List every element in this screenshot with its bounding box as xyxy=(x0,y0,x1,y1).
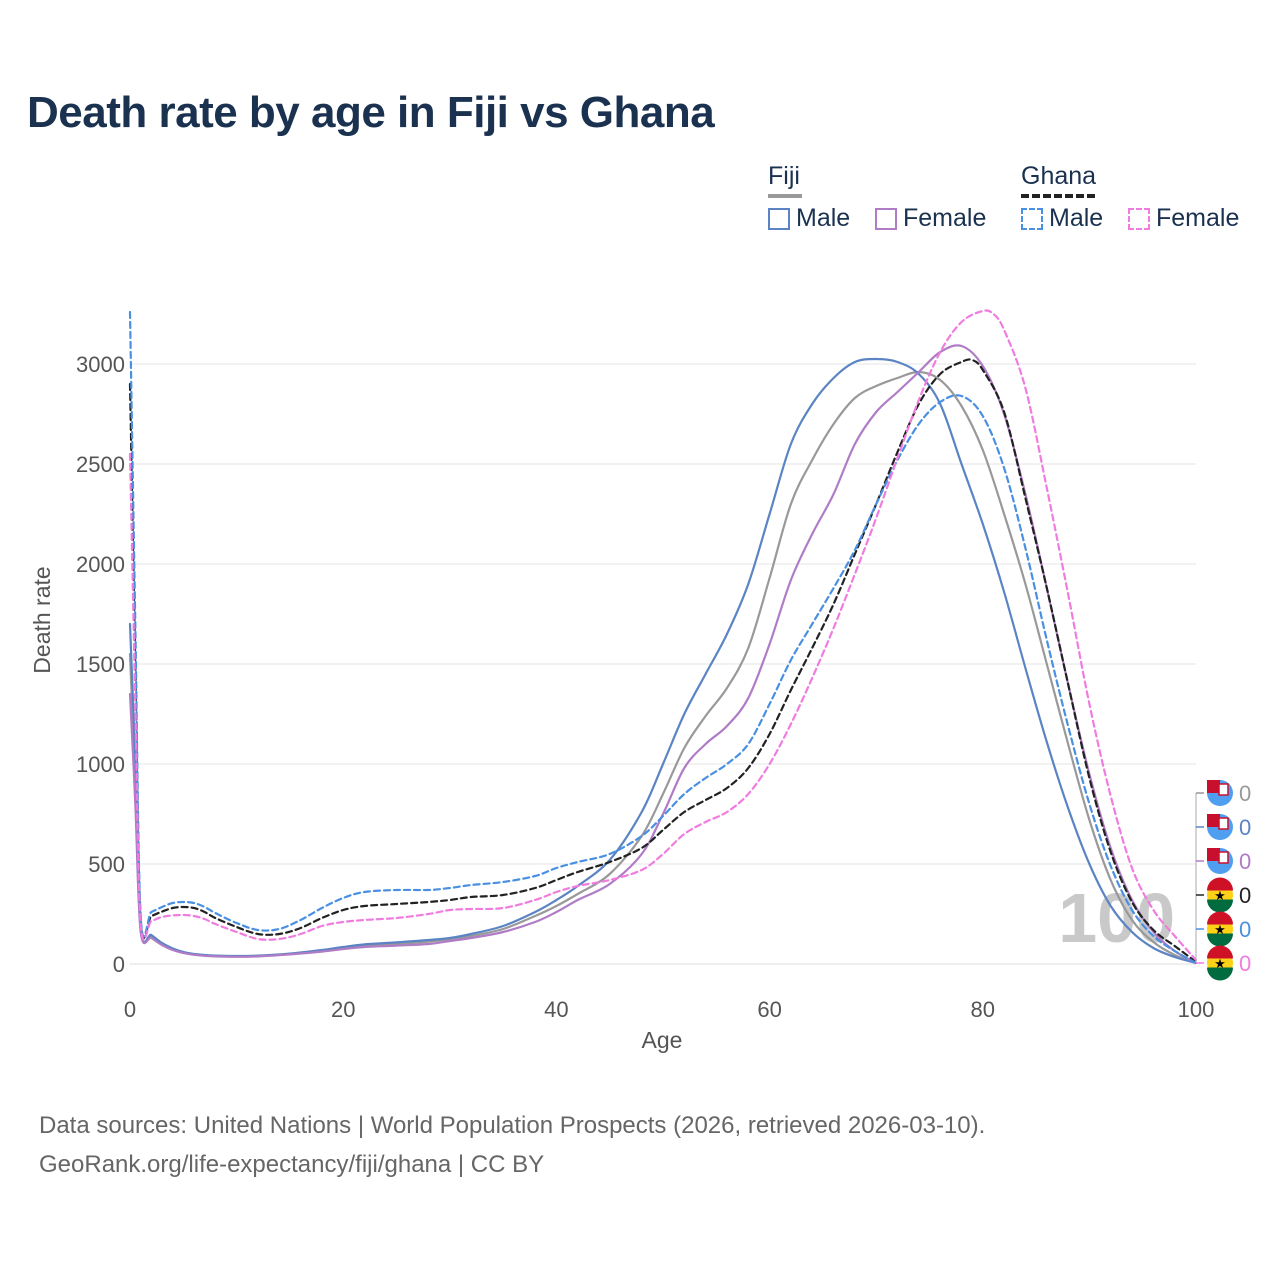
series-line-ghana-female xyxy=(128,309,1198,962)
legend-label: Male xyxy=(796,204,851,232)
ghana-flag-green-band xyxy=(1207,967,1233,981)
x-tick-label: 60 xyxy=(757,997,781,1022)
y-tick-label: 2000 xyxy=(76,552,125,577)
ghana-flag-star: ★ xyxy=(1214,923,1226,938)
ghana-flag-red-band xyxy=(1207,945,1233,959)
series-line-fiji-male xyxy=(128,357,1198,965)
y-axis-title: Death rate xyxy=(29,566,55,673)
legend-group-line xyxy=(768,194,802,198)
ghana-flag-red-band xyxy=(1207,911,1233,925)
y-tick-label: 0 xyxy=(113,952,125,977)
fiji-flag-canton xyxy=(1207,848,1220,861)
fiji-flag-canton xyxy=(1207,814,1220,827)
y-tick-label: 1000 xyxy=(76,752,125,777)
ghana-flag-star: ★ xyxy=(1214,889,1226,904)
y-tick-label: 3000 xyxy=(76,352,125,377)
legend-group-name: Ghana xyxy=(1021,162,1097,190)
line-chart: 0 500 1000 1500 2000 2500 3000 0 20 40 60 80 100 Age D… xyxy=(29,309,1251,1053)
legend-item-fiji-male[interactable]: Male xyxy=(768,204,850,233)
fiji-flag-shield xyxy=(1218,851,1229,864)
legend-swatch xyxy=(875,207,897,230)
series-line-ghana-total xyxy=(128,358,1198,964)
x-tick-label: 40 xyxy=(544,997,568,1022)
attribution-text: GeoRank.org/life-expectancy/fiji/ghana |… xyxy=(39,1151,545,1178)
x-tick-label: 80 xyxy=(971,997,995,1022)
footer: Data sources: United Nations | World Pop… xyxy=(39,1106,985,1184)
x-tick-label: 100 xyxy=(1178,997,1215,1022)
legend-label: Female xyxy=(1156,204,1240,232)
y-tick-label: 2500 xyxy=(76,452,125,477)
legend-label: Female xyxy=(903,204,987,232)
ghana-flag-red-band xyxy=(1207,877,1233,891)
legend-group-line xyxy=(1021,194,1095,198)
legend-item-ghana-female[interactable]: Female xyxy=(1128,204,1239,233)
fiji-flag-canton xyxy=(1207,780,1220,793)
ghana-flag-green-band xyxy=(1207,899,1233,913)
x-tick-label: 0 xyxy=(124,997,136,1022)
end-value-label: 0 xyxy=(1239,951,1251,976)
series-line-fiji-total xyxy=(128,370,1198,965)
y-tick-label: 1500 xyxy=(76,652,125,677)
legend-swatch xyxy=(1128,207,1150,230)
legend-swatch xyxy=(768,207,790,230)
end-value-label: 0 xyxy=(1239,815,1251,840)
end-value-label: 0 xyxy=(1239,781,1251,806)
legend-label: Male xyxy=(1049,204,1104,232)
chart-title: Death rate by age in Fiji vs Ghana xyxy=(27,88,715,137)
legend-swatch xyxy=(1021,207,1043,230)
legend-group-fiji: Fiji Male Female xyxy=(768,162,1008,242)
ghana-flag-green-band xyxy=(1207,933,1233,947)
x-axis-title: Age xyxy=(642,1027,683,1053)
legend-group-ghana: Ghana Male Female xyxy=(1021,162,1261,242)
fiji-flag-shield xyxy=(1218,783,1229,796)
legend-item-ghana-male[interactable]: Male xyxy=(1021,204,1103,233)
end-value-label: 0 xyxy=(1239,849,1251,874)
data-source-text: Data sources: United Nations | World Pop… xyxy=(39,1112,986,1139)
end-value-label: 0 xyxy=(1239,917,1251,942)
end-value-label: 0 xyxy=(1239,883,1251,908)
fiji-flag-shield xyxy=(1218,817,1229,830)
legend-group-name: Fiji xyxy=(768,162,800,190)
legend-item-fiji-female[interactable]: Female xyxy=(875,204,986,233)
series-line-ghana-male xyxy=(128,310,1198,965)
x-tick-label: 20 xyxy=(331,997,355,1022)
y-tick-label: 500 xyxy=(88,852,125,877)
ghana-flag-star: ★ xyxy=(1214,957,1226,972)
